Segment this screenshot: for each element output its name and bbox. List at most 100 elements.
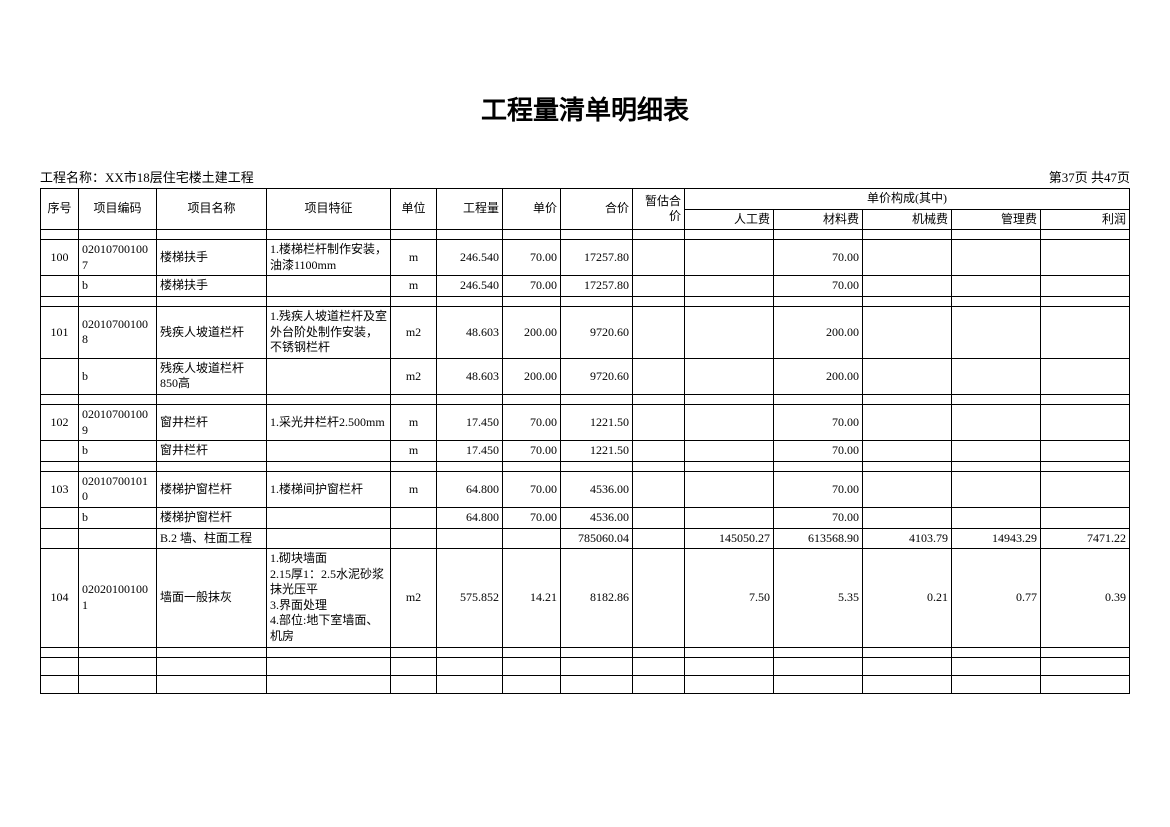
cell: 14.21 [503, 549, 561, 648]
cell [437, 675, 503, 693]
cell [633, 471, 685, 507]
cell [633, 657, 685, 675]
cell: m [391, 240, 437, 276]
cell: 200.00 [774, 306, 863, 358]
cell [391, 296, 437, 306]
cell [633, 358, 685, 394]
meta-row: 工程名称：XX市18层住宅楼土建工程 第37页 共47页 [40, 167, 1130, 186]
cell [952, 230, 1041, 240]
cell [157, 230, 267, 240]
cell: 5.35 [774, 549, 863, 648]
cell: 9720.60 [561, 306, 633, 358]
cell [633, 507, 685, 528]
cell [1041, 471, 1130, 507]
table-body: 100020107001007楼梯扶手1.楼梯栏杆制作安装，油漆1100mmm2… [41, 230, 1130, 693]
cell: 104 [41, 549, 79, 648]
cell [41, 441, 79, 462]
cell [41, 528, 79, 549]
cell [267, 528, 391, 549]
table-row: b楼梯护窗栏杆64.80070.004536.0070.00 [41, 507, 1130, 528]
cell: 7471.22 [1041, 528, 1130, 549]
th-manage: 管理费 [952, 209, 1041, 230]
cell: 1.楼梯栏杆制作安装，油漆1100mm [267, 240, 391, 276]
cell [391, 507, 437, 528]
cell [1041, 296, 1130, 306]
cell [267, 230, 391, 240]
cell [952, 657, 1041, 675]
cell [685, 358, 774, 394]
cell [952, 240, 1041, 276]
cell [437, 230, 503, 240]
cell [503, 657, 561, 675]
cell [503, 675, 561, 693]
cell [267, 507, 391, 528]
cell [437, 647, 503, 657]
cell [41, 647, 79, 657]
cell: 103 [41, 471, 79, 507]
table-row: 103020107001010楼梯护窗栏杆1.楼梯间护窗栏杆m64.80070.… [41, 471, 1130, 507]
cell [1041, 441, 1130, 462]
cell [79, 647, 157, 657]
cell [79, 528, 157, 549]
cell: 70.00 [774, 471, 863, 507]
cell [952, 358, 1041, 394]
th-qty: 工程量 [437, 189, 503, 230]
cell [952, 507, 1041, 528]
cell [561, 675, 633, 693]
table-row: 101020107001008残疾人坡道栏杆1.残疾人坡道栏杆及室外台阶处制作安… [41, 306, 1130, 358]
cell: 1.楼梯间护窗栏杆 [267, 471, 391, 507]
cell [863, 647, 952, 657]
cell: 楼梯扶手 [157, 276, 267, 297]
th-feat: 项目特征 [267, 189, 391, 230]
cell [952, 394, 1041, 404]
cell: 020107001009 [79, 404, 157, 440]
cell [1041, 507, 1130, 528]
cell [79, 675, 157, 693]
cell: 246.540 [437, 240, 503, 276]
cell [41, 461, 79, 471]
cell [437, 461, 503, 471]
project-name: XX市18层住宅楼土建工程 [105, 170, 254, 185]
cell [391, 461, 437, 471]
cell [561, 461, 633, 471]
cell: 窗井栏杆 [157, 441, 267, 462]
cell [391, 394, 437, 404]
cell [1041, 358, 1130, 394]
cell: m [391, 404, 437, 440]
th-price: 单价 [503, 189, 561, 230]
cell [685, 507, 774, 528]
cell [685, 647, 774, 657]
page-container: 工程量清单明细表 工程名称：XX市18层住宅楼土建工程 第37页 共47页 序号… [40, 90, 1130, 694]
cell [157, 657, 267, 675]
cell [267, 461, 391, 471]
cell [561, 657, 633, 675]
cell [79, 657, 157, 675]
cell [561, 230, 633, 240]
cell [437, 394, 503, 404]
cell [863, 675, 952, 693]
cell [267, 394, 391, 404]
table-row [41, 296, 1130, 306]
cell: 200.00 [774, 358, 863, 394]
cell: 70.00 [774, 240, 863, 276]
cell [685, 404, 774, 440]
cell [863, 394, 952, 404]
cell [41, 296, 79, 306]
cell [633, 441, 685, 462]
cell: m2 [391, 306, 437, 358]
cell: b [79, 441, 157, 462]
th-est: 暂估合价 [633, 189, 685, 230]
cell [1041, 675, 1130, 693]
cell [1041, 240, 1130, 276]
project-label: 工程名称： [40, 170, 105, 185]
cell: 101 [41, 306, 79, 358]
cell: 4103.79 [863, 528, 952, 549]
cell [685, 306, 774, 358]
cell: 9720.60 [561, 358, 633, 394]
cell: 0.21 [863, 549, 952, 648]
cell: b [79, 358, 157, 394]
cell [437, 528, 503, 549]
cell: 14943.29 [952, 528, 1041, 549]
cell [633, 647, 685, 657]
cell: 200.00 [503, 306, 561, 358]
